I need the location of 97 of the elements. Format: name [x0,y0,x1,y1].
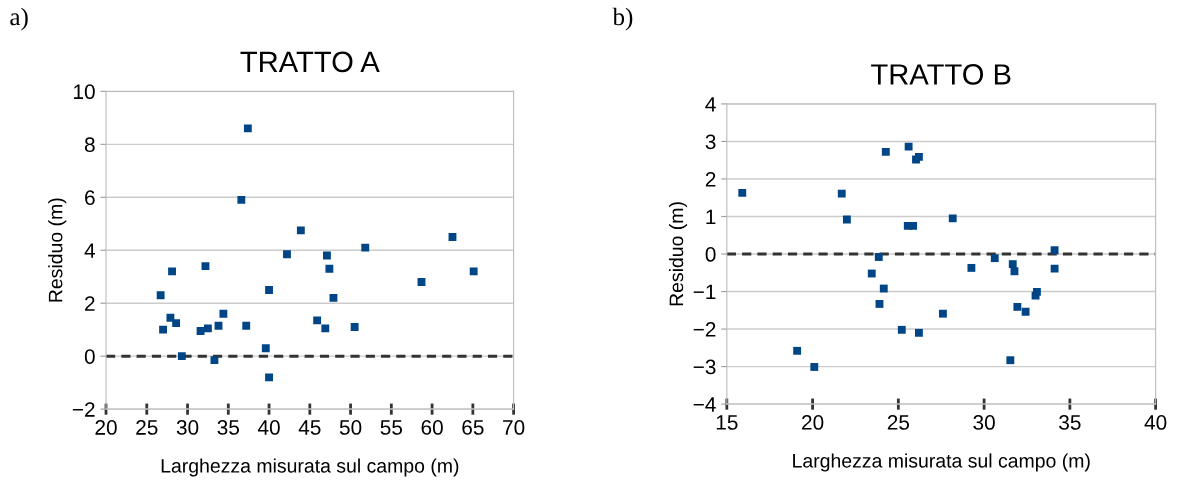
point [879,284,888,293]
x-tick-label: 40 [1144,415,1167,430]
y-tick-label: 8 [84,137,95,153]
point [219,309,228,318]
point [168,267,176,276]
point [323,251,331,260]
point [469,267,478,276]
point [842,215,851,224]
point [242,321,251,330]
point [237,196,246,204]
x-tick-label: 55 [380,420,403,435]
point [939,309,947,318]
point [265,373,273,382]
point [1013,302,1022,311]
x-tick-label: 30 [973,415,995,430]
y-tick-label: −2 [72,402,95,417]
point [948,214,957,223]
point [156,291,165,300]
point [313,316,322,325]
point [166,313,175,322]
point [329,293,338,302]
point [159,325,168,334]
point [296,226,305,235]
y-tick-label: 2 [85,296,95,311]
point [210,356,219,365]
y-tick-label: −2 [693,322,716,337]
point [417,278,426,286]
y-tick-label: −4 [693,397,716,412]
y-tick-label: −3 [693,359,716,375]
x-tick-label: 65 [462,420,484,435]
point [261,344,270,353]
point [1006,356,1015,365]
point [867,269,876,278]
x-tick-label: 25 [887,415,910,430]
point [265,286,273,294]
x-axis-title: Larghezza misurata sul campo (m) [793,453,1090,472]
x-tick-label: 30 [176,420,199,435]
point [196,327,205,335]
point [1050,264,1059,273]
point [915,328,923,337]
point [874,253,883,261]
x-tick-label: 40 [257,420,280,435]
point [1033,287,1041,296]
point [214,321,223,330]
point [837,189,846,198]
y-tick-label: 3 [705,134,716,150]
point [990,254,999,263]
point [321,324,330,333]
point [1050,246,1059,255]
point [881,148,890,156]
y-tick-label: 4 [84,243,95,258]
point [1021,307,1030,316]
y-tick-label: 0 [84,349,95,364]
point [203,324,212,333]
point [967,263,976,272]
y-tick-label: 4 [705,97,716,112]
point [361,243,370,252]
x-tick-label: 45 [298,420,321,435]
point [904,142,913,151]
y-tick-label: 1 [706,209,716,225]
point [810,363,819,371]
point [243,124,252,133]
y-tick-label: 0 [705,247,716,262]
point [875,299,884,308]
chart-title: TRATTO B [871,64,1011,85]
y-axis-title: Residuo (m) [668,202,688,306]
x-tick-label: 15 [716,415,738,430]
point [283,250,291,259]
x-tick-label: 25 [136,420,158,435]
point [448,233,457,241]
point [177,352,186,361]
x-tick-label: 20 [802,415,824,430]
point [1008,260,1017,269]
point [1010,267,1019,276]
x-tick-label: 50 [339,420,362,435]
point [793,346,802,355]
x-tick-label: 60 [421,420,443,435]
chart-title: TRATTO A [240,51,380,73]
y-axis-title: Residuo (m) [48,198,67,302]
y-tick-label: 2 [705,171,716,187]
point [909,221,918,230]
point [201,262,210,271]
x-tick-label: 35 [1059,415,1081,430]
x-tick-label: 20 [95,420,117,435]
point [738,188,747,197]
y-tick-label: 10 [74,84,95,100]
x-tick-label: 70 [503,420,525,435]
text: a) [10,7,28,31]
text: b) [612,7,633,31]
point [325,264,334,273]
y-tick-label: −1 [693,284,716,300]
x-axis-title: Larghezza misurata sul campo (m) [161,458,459,477]
point [350,323,359,331]
point [897,325,906,334]
point [172,319,181,327]
x-tick-label: 35 [217,420,240,435]
y-tick-label: 6 [85,190,95,206]
